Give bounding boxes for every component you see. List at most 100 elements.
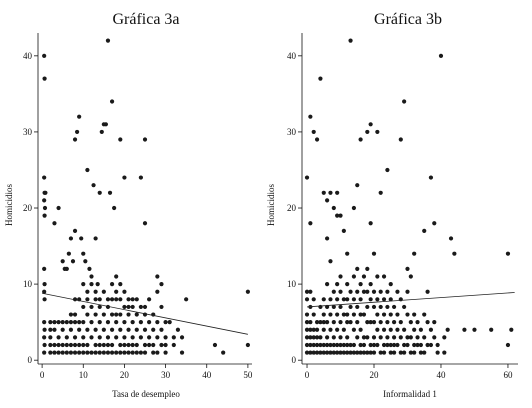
chart-3a-point <box>163 350 168 355</box>
chart-3a-point <box>89 282 94 287</box>
chart-3b-point <box>408 335 413 340</box>
chart-3a-y-tick-label: 20 <box>23 203 33 213</box>
chart-3a-point <box>85 327 90 332</box>
chart-3a-point <box>130 320 135 325</box>
chart-3a-x-tick-label: 20 <box>120 370 130 380</box>
chart-3a-point <box>56 205 61 211</box>
chart-3b-point <box>331 304 336 310</box>
chart-3a-y-tick-label: 0 <box>28 355 33 365</box>
chart-3a-point <box>64 320 69 325</box>
chart-3a-point <box>155 335 160 340</box>
chart-3a-point <box>77 350 82 355</box>
chart-3a-point <box>77 342 82 348</box>
chart-3a-point <box>155 274 160 279</box>
chart-3b-point <box>311 350 316 355</box>
chart-3a-point <box>221 350 226 355</box>
chart-3b-point <box>314 137 320 142</box>
chart-3b-point <box>398 350 403 355</box>
chart-3b-point <box>341 342 346 348</box>
chart-3b-point <box>358 312 363 317</box>
chart-3a-fit-line <box>42 292 248 335</box>
chart-3a-point <box>179 335 185 340</box>
chart-3a-point <box>70 259 76 264</box>
chart-3a-x-tick-label: 0 <box>40 370 45 380</box>
chart-3b-point <box>335 213 340 218</box>
chart-3a-point <box>109 99 115 104</box>
chart-3a-point <box>42 327 47 332</box>
chart-3a-point <box>89 320 94 325</box>
chart-3b-point <box>314 350 320 355</box>
chart-3b-point <box>388 350 393 355</box>
chart-3b: Gráfica 3b Informalidad 1 Homicidios 0 10… <box>266 11 518 399</box>
chart-3b-point <box>304 297 310 302</box>
chart-3a-point <box>48 335 53 340</box>
chart-3b-point <box>375 129 380 135</box>
chart-3a-point <box>130 335 135 340</box>
chart-3b-point <box>311 129 316 135</box>
chart-3a-point <box>101 350 106 355</box>
chart-3b-point <box>435 342 440 348</box>
chart-3b-point <box>402 327 407 332</box>
chart-3b-point <box>321 327 326 332</box>
chart-3a-point <box>109 312 115 317</box>
chart-3a-point <box>93 312 98 317</box>
chart-3a-point <box>64 342 69 348</box>
chart-3a-point <box>68 350 74 355</box>
chart-3b-point <box>402 304 407 310</box>
chart-3a-point <box>159 327 164 332</box>
chart-3a-point <box>134 342 139 348</box>
chart-3b-point <box>331 320 336 325</box>
chart-3b-xlabel: Informalidad 1 <box>383 389 437 399</box>
chart-3a-point <box>95 282 100 287</box>
chart-3a-point <box>245 342 250 348</box>
chart-3b-point <box>348 304 353 310</box>
chart-3b-point <box>381 350 387 355</box>
chart-3b-point <box>341 297 346 302</box>
chart-3b-point <box>325 320 330 325</box>
chart-3a-point <box>79 236 84 241</box>
chart-3b-point <box>318 76 323 81</box>
chart-3a-point <box>68 236 74 241</box>
chart-3b-point <box>321 350 326 355</box>
chart-3b-point <box>381 274 387 279</box>
chart-3b-point <box>325 342 330 348</box>
chart-3a-point <box>42 213 47 218</box>
chart-3a-point <box>72 320 78 325</box>
chart-3b-point <box>388 312 393 317</box>
chart-3a-point <box>68 327 74 332</box>
chart-3b-point <box>371 350 377 355</box>
chart-3a-point <box>72 137 78 142</box>
chart-3a-point <box>48 350 53 355</box>
chart-3b-point <box>325 282 330 287</box>
chart-3b-point <box>402 350 407 355</box>
chart-3b-point <box>308 221 313 226</box>
chart-3b-point <box>338 342 343 348</box>
chart-3a-point <box>42 289 47 294</box>
chart-3a-point <box>105 335 111 340</box>
chart-3b-point <box>385 320 390 325</box>
chart-3a-point <box>93 327 98 332</box>
chart-3a-point <box>142 342 148 348</box>
chart-3b-point <box>325 198 330 203</box>
chart-3b-point <box>448 236 454 241</box>
chart-3b-point <box>462 327 467 332</box>
chart-3a-point <box>72 312 78 317</box>
chart-3b-point <box>428 342 434 348</box>
chart-3b-point <box>432 320 437 325</box>
chart-3a-point <box>147 335 152 340</box>
chart-3b-point <box>438 53 444 58</box>
chart-3a-point <box>126 304 131 310</box>
chart-3b-point <box>378 350 383 355</box>
chart-3b-y-tick-label: 30 <box>287 127 297 137</box>
chart-3b-point <box>338 289 343 294</box>
chart-3b-fit-line <box>306 292 515 308</box>
chart-3a-point <box>105 350 111 355</box>
chart-3b-point <box>361 289 367 294</box>
chart-3b-point <box>371 335 377 340</box>
chart-3a-point <box>105 342 111 348</box>
chart-3b-point <box>351 274 357 279</box>
chart-3a-point <box>122 335 127 340</box>
chart-3a-point <box>109 282 115 287</box>
chart-3b-point <box>314 342 320 348</box>
chart-3b-y-tick-label: 20 <box>287 203 297 213</box>
